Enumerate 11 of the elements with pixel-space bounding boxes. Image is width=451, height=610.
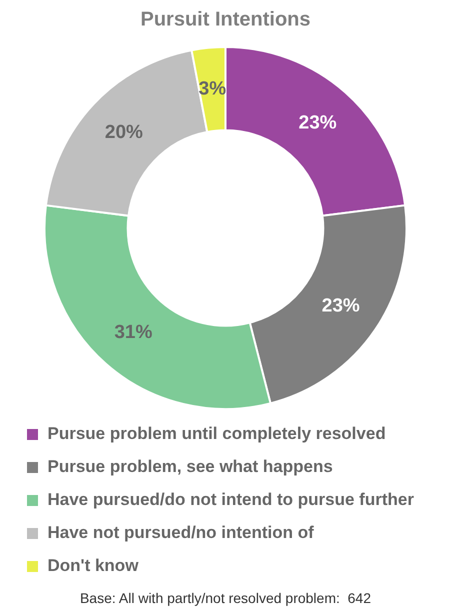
text: Base: All with partly/not resolved problem: 642 — [78, 590, 372, 606]
legend-label: Pursue problem until completely resolved — [48, 424, 386, 444]
data-label: 20% — [104, 122, 144, 143]
data-label: 23% — [322, 296, 360, 317]
legend-label: Have not pursued/no intention of — [48, 523, 314, 542]
chart-title: Pursuit Intentions — [140, 8, 310, 31]
legend-label: Don't know — [48, 556, 140, 576]
data-label: 23% — [298, 112, 337, 134]
legend-label: Have pursued/do not intend to pursue further — [48, 490, 414, 510]
legend-label: Pursue problem, see what happens — [48, 457, 333, 476]
data-label: 31% — [114, 322, 152, 343]
